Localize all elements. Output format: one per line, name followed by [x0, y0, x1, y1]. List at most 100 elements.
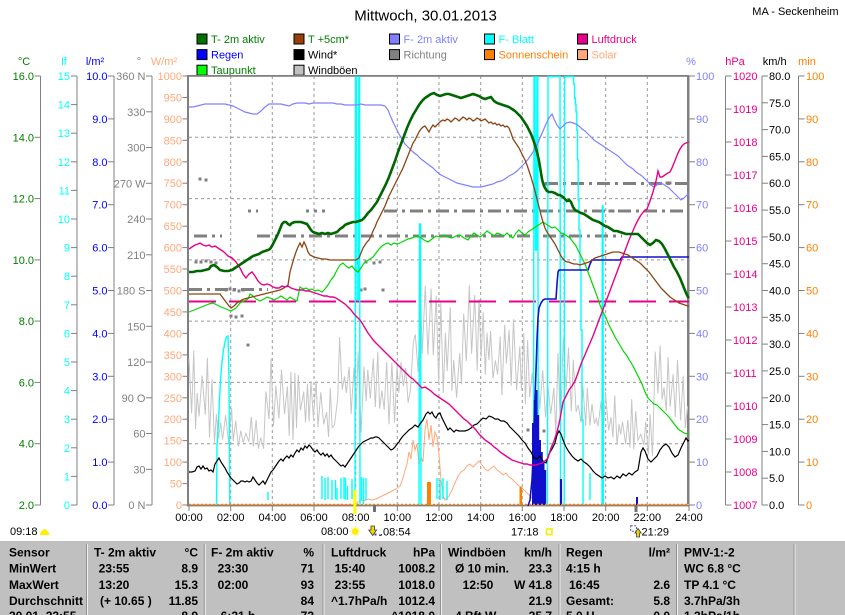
svg-text:250: 250 [164, 393, 182, 405]
svg-text:00:00: 00:00 [175, 512, 203, 524]
svg-text:15: 15 [58, 71, 70, 83]
svg-text:1020: 1020 [733, 71, 757, 83]
svg-text:70: 70 [806, 200, 818, 212]
svg-text:16:45: 16:45 [569, 578, 600, 592]
svg-text:20: 20 [806, 414, 818, 426]
svg-text:120: 120 [127, 357, 145, 369]
svg-text:1007: 1007 [733, 500, 757, 512]
svg-text:min: min [798, 56, 816, 68]
svg-text:10: 10 [58, 214, 70, 226]
svg-text:330: 330 [127, 107, 145, 119]
svg-text:°C: °C [185, 546, 199, 560]
svg-text:10:00: 10:00 [384, 512, 412, 524]
svg-text:11.85: 11.85 [169, 594, 199, 608]
svg-text:15.0: 15.0 [769, 420, 790, 432]
svg-text:60: 60 [806, 243, 818, 255]
svg-text:750: 750 [164, 178, 182, 190]
svg-text:F- 2m aktiv: F- 2m aktiv [404, 34, 459, 46]
svg-text:40.0: 40.0 [769, 286, 790, 298]
svg-text:700: 700 [164, 200, 182, 212]
svg-text:14:00: 14:00 [467, 512, 495, 524]
svg-text:11: 11 [59, 185, 70, 197]
svg-text:23:30: 23:30 [218, 562, 249, 576]
svg-text:°C: °C [18, 56, 30, 68]
svg-text:08:00: 08:00 [321, 526, 349, 538]
svg-text:3.0: 3.0 [92, 371, 107, 383]
svg-text:2.0: 2.0 [19, 500, 34, 512]
svg-text:1018: 1018 [733, 137, 757, 149]
svg-text:0: 0 [176, 500, 182, 512]
svg-text:1017: 1017 [733, 170, 757, 182]
svg-text:Sonnenschein: Sonnenschein [499, 50, 569, 62]
svg-text:5: 5 [64, 357, 70, 369]
svg-text:Mittwoch, 30.01.2013: Mittwoch, 30.01.2013 [354, 8, 497, 25]
svg-text:350: 350 [164, 350, 182, 362]
svg-text:^1018.0: ^1018.0 [391, 609, 435, 615]
svg-text:45.0: 45.0 [769, 259, 790, 271]
svg-text:950: 950 [164, 93, 182, 105]
svg-text:Solar: Solar [592, 50, 618, 62]
svg-text:16:00: 16:00 [509, 512, 537, 524]
svg-text:0: 0 [696, 500, 702, 512]
svg-text:30: 30 [696, 371, 708, 383]
svg-text:0.0: 0.0 [653, 609, 670, 615]
svg-text:270 W: 270 W [114, 178, 146, 190]
svg-text:8.0: 8.0 [92, 157, 107, 169]
svg-text:5.0: 5.0 [769, 473, 784, 485]
svg-text:50: 50 [696, 286, 708, 298]
svg-text:F- 2m aktiv: F- 2m aktiv [211, 546, 274, 560]
svg-text:1009: 1009 [733, 434, 757, 446]
svg-text:70: 70 [696, 200, 708, 212]
svg-text:9.0: 9.0 [92, 114, 107, 126]
svg-text:04:00: 04:00 [259, 512, 287, 524]
svg-text:10: 10 [696, 457, 708, 469]
svg-text:T +5cm*: T +5cm* [308, 34, 350, 46]
svg-text:90: 90 [696, 114, 708, 126]
svg-text:21.9: 21.9 [529, 594, 553, 608]
svg-text:02:00: 02:00 [217, 512, 245, 524]
svg-text:MA - Seckenheim: MA - Seckenheim [752, 6, 838, 18]
svg-text:°: ° [137, 56, 141, 68]
svg-text:lf: lf [61, 56, 67, 68]
svg-text:1013: 1013 [733, 302, 757, 314]
svg-text:90: 90 [806, 114, 818, 126]
svg-text:l/m²: l/m² [649, 546, 670, 560]
svg-text:13: 13 [58, 128, 70, 140]
svg-text:65.0: 65.0 [769, 151, 790, 163]
svg-text:TP 4.1 °C: TP 4.1 °C [684, 578, 736, 592]
svg-text:7.0: 7.0 [92, 200, 107, 212]
svg-text:80.0: 80.0 [769, 71, 790, 83]
svg-text:550: 550 [164, 264, 182, 276]
svg-text:71: 71 [301, 562, 315, 576]
svg-text:10.0: 10.0 [769, 446, 790, 458]
svg-text:Sensor: Sensor [9, 546, 50, 560]
svg-text:1015: 1015 [733, 236, 757, 248]
svg-text:Regen: Regen [566, 546, 603, 560]
svg-text:MaxWert: MaxWert [9, 578, 59, 592]
svg-text:35.0: 35.0 [769, 312, 790, 324]
svg-text:850: 850 [164, 135, 182, 147]
svg-text:W 41.8: W 41.8 [514, 578, 552, 592]
svg-text:8.0: 8.0 [19, 316, 34, 328]
svg-text:06:00: 06:00 [300, 512, 328, 524]
svg-text:23:55: 23:55 [99, 562, 130, 576]
svg-text:84: 84 [301, 594, 315, 608]
svg-text:Luftdruck: Luftdruck [331, 546, 387, 560]
svg-text:0.0: 0.0 [769, 500, 784, 512]
svg-text:100: 100 [696, 71, 714, 83]
svg-text:20.0: 20.0 [769, 393, 790, 405]
svg-text:Wind*: Wind* [308, 50, 338, 62]
svg-text:km/h: km/h [763, 56, 787, 68]
svg-text:23.3: 23.3 [529, 562, 553, 576]
svg-text:1000: 1000 [158, 71, 182, 83]
svg-text:WC 6.8 °C: WC 6.8 °C [684, 562, 741, 576]
svg-text:MinWert: MinWert [9, 562, 56, 576]
svg-text:50: 50 [806, 286, 818, 298]
svg-text:450: 450 [164, 307, 182, 319]
svg-text:6: 6 [64, 328, 70, 340]
svg-text:2: 2 [64, 443, 70, 455]
svg-text:7: 7 [64, 300, 70, 312]
svg-text:1010: 1010 [733, 401, 757, 413]
svg-text:3.7hPa/3h: 3.7hPa/3h [684, 594, 740, 608]
svg-text:300: 300 [127, 143, 145, 155]
